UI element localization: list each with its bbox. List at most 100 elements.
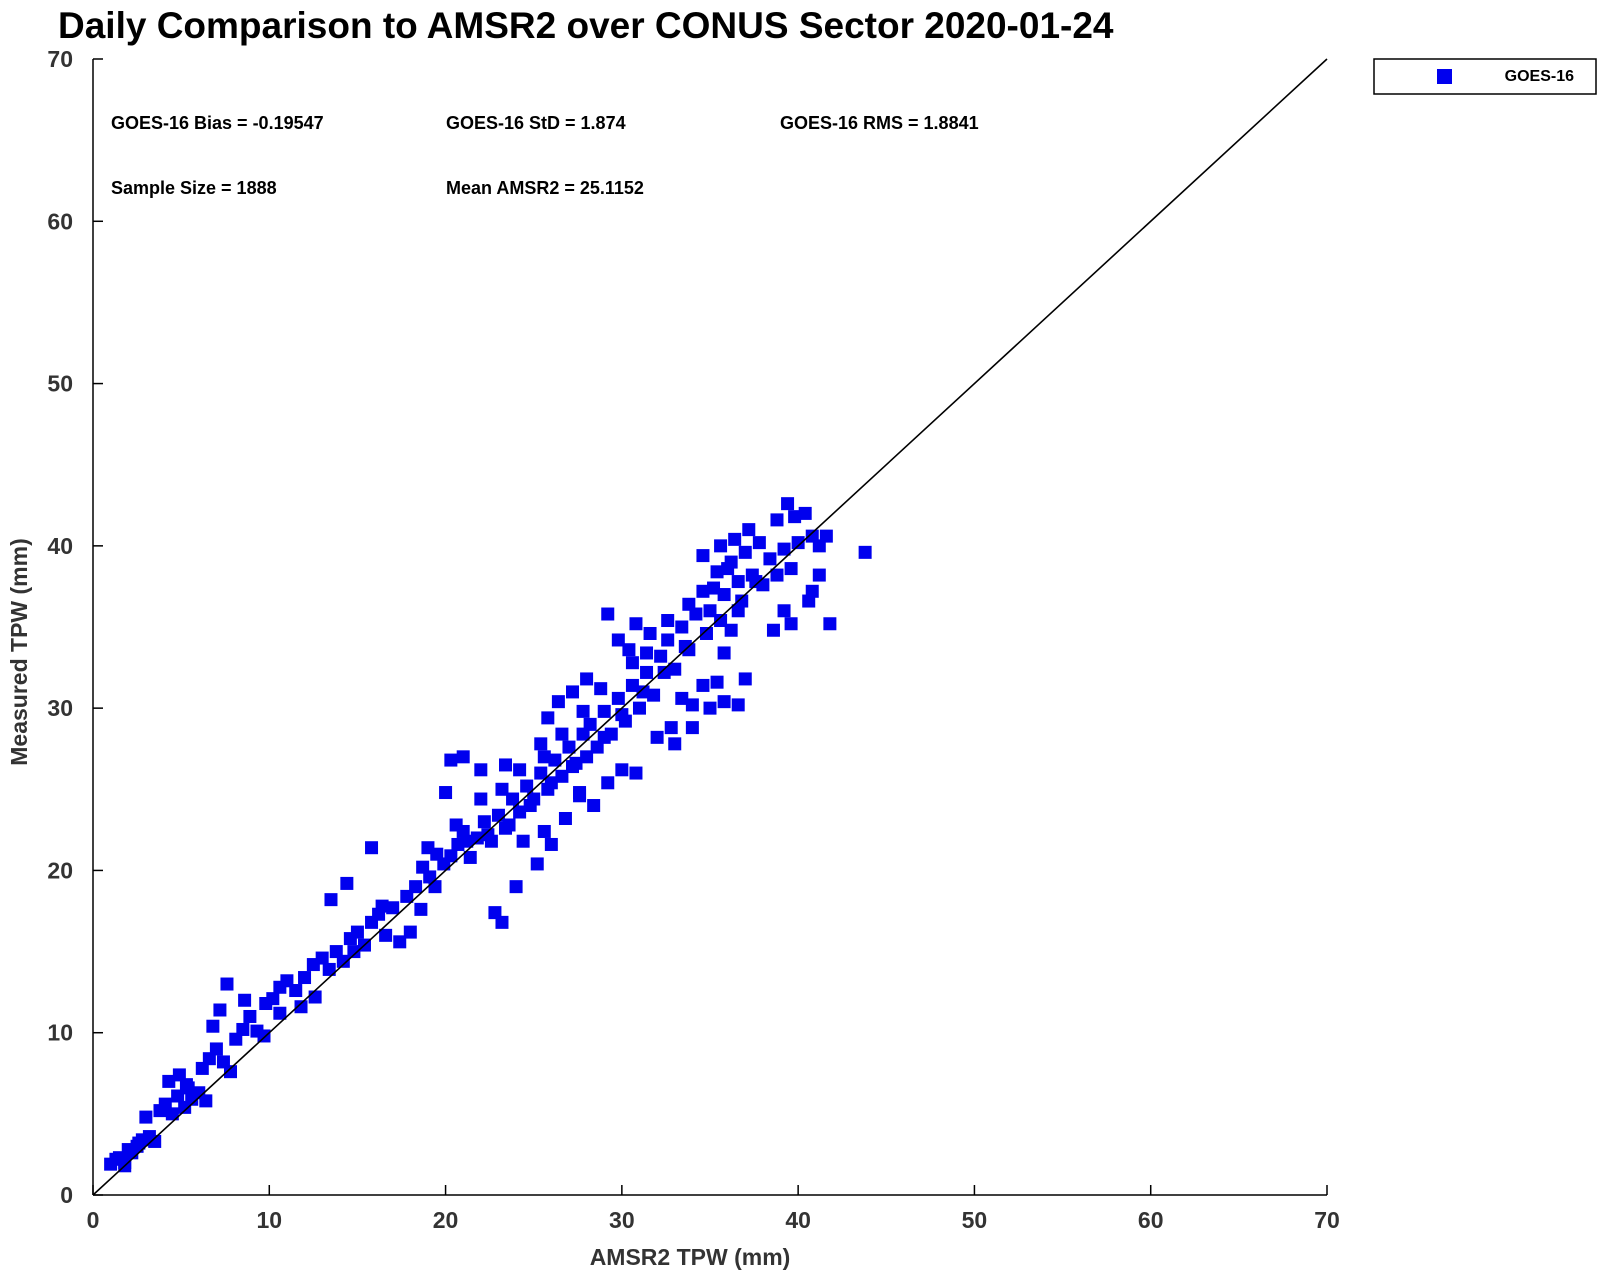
x-tick-label: 40 — [785, 1207, 811, 1233]
data-point — [534, 766, 548, 780]
data-point — [721, 562, 735, 576]
x-tick-label: 60 — [1138, 1207, 1164, 1233]
data-point — [565, 760, 579, 774]
data-point — [601, 607, 615, 621]
data-point — [625, 656, 639, 670]
data-point — [139, 1110, 153, 1124]
data-point — [777, 604, 791, 618]
data-point — [165, 1107, 179, 1121]
data-point — [636, 685, 650, 699]
data-point — [449, 818, 463, 832]
data-point — [707, 581, 721, 595]
data-point — [121, 1143, 135, 1157]
data-point — [495, 915, 509, 929]
data-point — [597, 704, 611, 718]
data-point — [696, 584, 710, 598]
data-point — [257, 1029, 271, 1043]
data-point — [516, 834, 530, 848]
data-point — [502, 818, 516, 832]
data-point — [601, 776, 615, 790]
data-point — [731, 575, 745, 589]
data-point — [632, 701, 646, 715]
y-tick-label: 60 — [47, 208, 73, 234]
data-point — [812, 568, 826, 582]
data-point — [534, 737, 548, 751]
data-point — [460, 834, 474, 848]
data-point — [213, 1003, 227, 1017]
data-point — [513, 805, 527, 819]
data-point — [199, 1094, 213, 1108]
data-point — [682, 597, 696, 611]
data-point — [439, 786, 453, 800]
data-point — [336, 954, 350, 968]
data-point — [298, 971, 312, 985]
data-point — [379, 928, 393, 942]
data-point — [238, 993, 252, 1007]
data-point — [273, 1006, 287, 1020]
data-point — [537, 750, 551, 764]
data-point — [629, 617, 643, 631]
data-point — [340, 876, 354, 890]
data-point — [259, 997, 273, 1011]
data-point — [587, 799, 601, 813]
data-point — [414, 902, 428, 916]
data-point — [243, 1009, 257, 1023]
data-point — [858, 545, 872, 559]
data-point — [171, 1089, 185, 1103]
y-tick-label: 10 — [47, 1020, 73, 1046]
data-point — [580, 672, 594, 686]
data-point — [481, 828, 495, 842]
data-point — [444, 849, 458, 863]
data-point — [555, 727, 569, 741]
y-tick-label: 0 — [60, 1182, 73, 1208]
data-point — [703, 604, 717, 618]
data-point — [236, 1022, 250, 1036]
sample-size-stat: Sample Size = 1888 — [111, 178, 277, 198]
data-point — [742, 523, 756, 537]
data-point — [562, 740, 576, 754]
data-point — [717, 646, 731, 660]
y-axis-label: Measured TPW (mm) — [6, 538, 32, 765]
data-point — [565, 685, 579, 699]
data-point — [347, 945, 361, 959]
data-point — [294, 1000, 308, 1014]
x-axis-label: AMSR2 TPW (mm) — [590, 1244, 791, 1270]
data-point — [664, 721, 678, 735]
data-point — [421, 841, 435, 855]
y-tick-label: 50 — [47, 371, 73, 397]
data-point — [523, 799, 537, 813]
legend: GOES-16 — [1373, 58, 1597, 95]
data-point — [791, 536, 805, 550]
data-point — [132, 1136, 146, 1150]
legend-label-goes-16: GOES-16 — [1505, 68, 1574, 85]
data-point — [611, 633, 625, 647]
data-point — [668, 737, 682, 751]
data-point — [685, 698, 699, 712]
x-tick-label: 50 — [962, 1207, 988, 1233]
data-point — [784, 617, 798, 631]
data-point — [393, 935, 407, 949]
data-point — [315, 951, 329, 965]
data-point — [594, 682, 608, 696]
data-point — [386, 901, 400, 915]
data-point — [428, 880, 442, 894]
data-point — [657, 665, 671, 679]
data-point — [324, 893, 338, 907]
one-to-one-reference-line — [92, 58, 1328, 1196]
data-point — [615, 763, 629, 777]
mean-stat: Mean AMSR2 = 25.1152 — [446, 178, 644, 198]
data-point — [625, 678, 639, 692]
data-point — [181, 1081, 195, 1095]
data-point — [819, 529, 833, 543]
data-point — [220, 977, 234, 991]
data-point — [738, 545, 752, 559]
data-point — [375, 899, 389, 913]
data-point — [629, 766, 643, 780]
data-point — [724, 623, 738, 637]
data-point — [710, 565, 724, 579]
data-point — [350, 925, 364, 939]
data-point — [749, 575, 763, 589]
data-point — [558, 811, 572, 825]
data-point — [509, 880, 523, 894]
data-point — [477, 815, 491, 829]
